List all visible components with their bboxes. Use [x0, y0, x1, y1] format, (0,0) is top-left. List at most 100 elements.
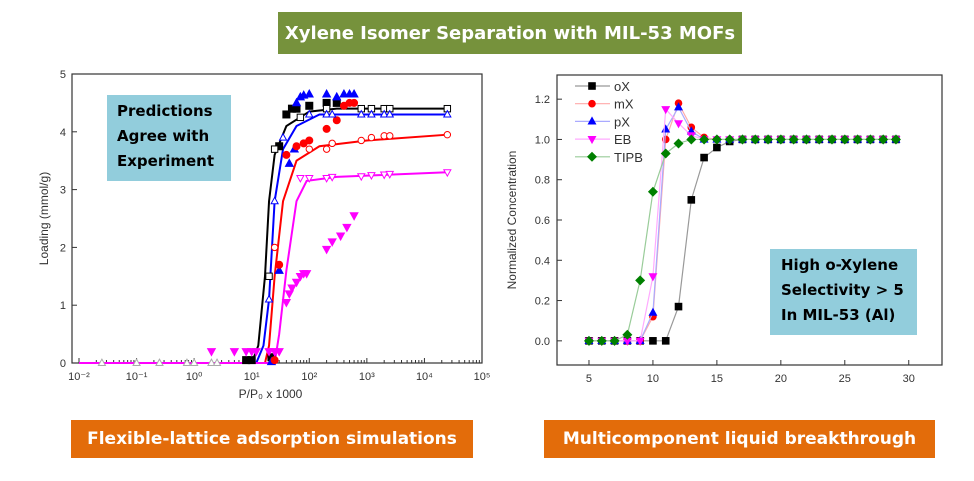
- experiment-point-blue: [274, 265, 284, 274]
- experiment-point-red: [305, 136, 314, 145]
- simulation-point-magenta: [322, 174, 331, 183]
- simulation-point-red: [322, 145, 331, 153]
- data-point-TIPB: [839, 134, 850, 145]
- data-point-TIPB: [788, 134, 799, 145]
- y-tick-label: 0.4: [535, 255, 550, 267]
- predictions-note: Predictions Agree with Experiment: [107, 95, 231, 181]
- simulation-point-blue: [189, 358, 199, 367]
- x-tick-label: 10⁴: [416, 371, 433, 383]
- simulation-point-blue: [270, 196, 279, 205]
- simulation-point-blue: [207, 358, 216, 367]
- experiment-point-blue: [304, 88, 314, 98]
- simulation-point-magenta: [385, 170, 395, 179]
- x-tick-label: 20: [775, 373, 787, 385]
- data-point-TIPB: [865, 134, 876, 145]
- data-point-TIPB: [852, 134, 863, 145]
- data-point-pX: [674, 102, 683, 111]
- data-point-TIPB: [686, 134, 697, 145]
- data-point-pX: [648, 307, 658, 316]
- experiment-point-black: [305, 101, 314, 110]
- data-point-oX: [661, 337, 670, 345]
- x-tick-label: 10¹: [244, 371, 260, 383]
- y-axis-label: Normalized Concentration: [505, 151, 519, 290]
- note-line: Selectivity > 5: [781, 281, 904, 299]
- data-point-TIPB: [737, 134, 748, 145]
- data-point-TIPB: [647, 186, 658, 197]
- data-point-oX: [649, 337, 657, 345]
- data-point-oX: [700, 153, 708, 162]
- data-point-TIPB: [724, 134, 735, 145]
- data-point-oX: [674, 302, 683, 311]
- experiment-point-blue: [349, 88, 359, 98]
- simulation-point-black: [296, 113, 305, 122]
- experiment-point-magenta: [264, 348, 274, 357]
- experiment-point-magenta: [284, 290, 295, 299]
- note-line: In MIL-53 (Al): [781, 306, 896, 324]
- data-point-TIPB: [878, 134, 889, 145]
- simulation-point-red: [357, 136, 365, 145]
- data-point-TIPB: [622, 329, 633, 340]
- simulation-point-blue: [278, 132, 288, 141]
- data-point-TIPB: [827, 134, 837, 145]
- simulation-point-blue: [356, 109, 366, 118]
- x-tick-label: 25: [839, 373, 851, 385]
- y-tick-label: 4: [60, 127, 66, 139]
- experiment-point-blue: [291, 97, 302, 107]
- x-tick-label: 10⁵: [474, 371, 491, 383]
- simulation-point-blue: [304, 109, 314, 118]
- experiment-point-magenta: [335, 232, 346, 242]
- data-point-TIPB: [890, 134, 901, 145]
- experiment-point-magenta: [274, 348, 284, 357]
- experiment-point-magenta: [327, 238, 337, 247]
- experiment-point-magenta: [287, 284, 297, 294]
- simulation-point-blue: [264, 294, 274, 303]
- data-point-TIPB: [609, 335, 620, 346]
- note-line: Predictions: [117, 102, 213, 120]
- legend-label-EB: EB: [614, 132, 631, 147]
- data-point-TIPB: [660, 148, 671, 159]
- x-tick-label: 10: [647, 373, 659, 385]
- simulation-point-magenta: [379, 171, 389, 180]
- simulation-point-magenta: [296, 174, 305, 183]
- experiment-point-magenta: [301, 270, 312, 279]
- data-point-TIPB: [711, 134, 722, 145]
- experiment-point-blue: [284, 158, 295, 167]
- experiment-point-magenta: [251, 348, 261, 357]
- x-tick-label: 30: [903, 373, 915, 385]
- legend-marker-oX: [588, 82, 596, 90]
- y-tick-label: 3: [60, 185, 66, 197]
- slide-title: Xylene Isomer Separation with MIL-53 MOF…: [278, 12, 742, 54]
- experiment-point-red: [275, 260, 284, 269]
- legend-label-mX: mX: [614, 97, 634, 112]
- simulation-point-blue: [367, 109, 376, 118]
- experiment-point-magenta: [349, 212, 359, 221]
- data-point-TIPB: [699, 134, 710, 145]
- simulation-point-blue: [155, 358, 164, 367]
- y-tick-label: 1: [60, 300, 66, 312]
- data-point-TIPB: [635, 275, 646, 286]
- simulation-point-red: [270, 243, 279, 252]
- y-tick-label: 0: [60, 358, 66, 370]
- experiment-point-red: [350, 98, 359, 107]
- simulation-point-black: [265, 272, 273, 281]
- simulation-point-magenta: [442, 169, 452, 178]
- data-point-TIPB: [775, 134, 786, 145]
- data-point-TIPB: [583, 335, 594, 346]
- simulation-point-magenta: [304, 174, 314, 183]
- simulation-point-red: [305, 145, 313, 153]
- simulation-point-magenta: [327, 173, 337, 182]
- x-tick-label: 10⁰: [186, 371, 203, 383]
- data-point-oX: [687, 196, 696, 204]
- x-tick-label: 5: [586, 373, 592, 385]
- data-point-TIPB: [673, 138, 684, 149]
- experiment-point-magenta: [342, 223, 352, 233]
- simulation-point-blue: [379, 109, 389, 118]
- data-point-TIPB: [750, 134, 761, 145]
- simulation-point-blue: [182, 358, 192, 367]
- x-tick-label: 10²: [301, 371, 317, 383]
- data-point-EB: [661, 106, 671, 115]
- simulation-point-blue: [212, 358, 222, 367]
- simulation-point-red: [386, 132, 394, 140]
